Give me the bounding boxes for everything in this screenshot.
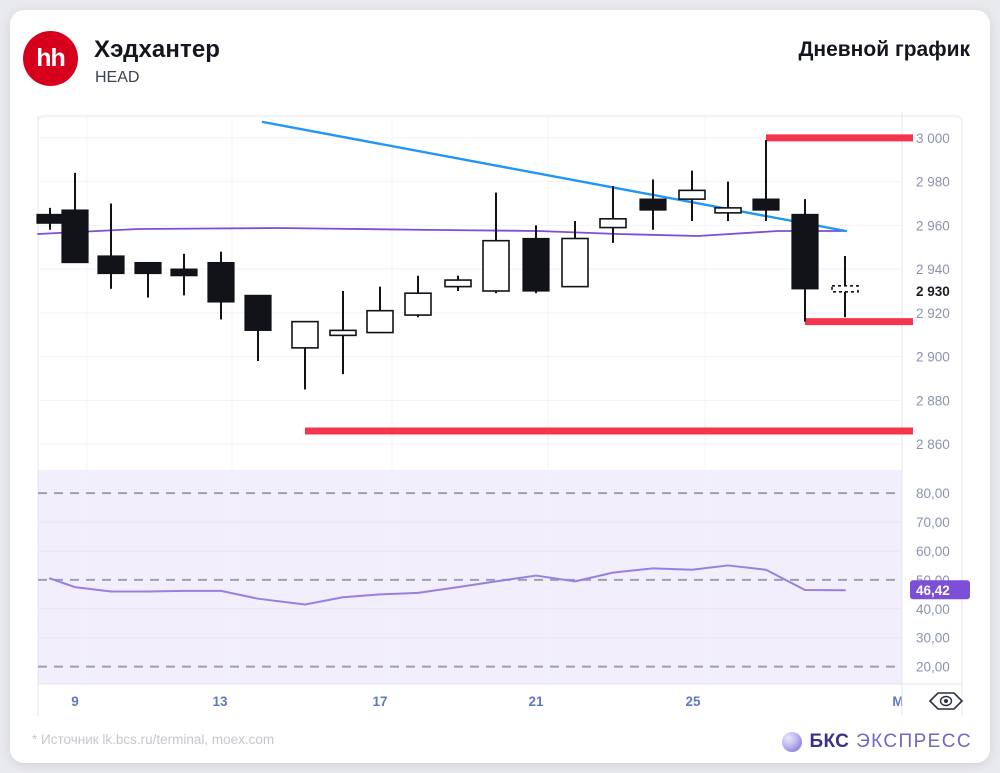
candlestick [444,275,472,291]
chart-card: hh Хэдхантер HEAD Дневной график 3 000 2 … [10,10,990,763]
candle-body [791,213,819,290]
rsi-value-badge [910,580,970,600]
current-price-label: 2 930 [916,284,950,299]
company-logo: hh [23,31,78,86]
candlestick [831,256,859,318]
company-logo-text: hh [36,44,66,72]
eye-icon[interactable] [928,692,964,710]
rsi-axis-tick: 60,00 [916,544,950,559]
axis-clip-mask [902,685,906,716]
bcs-sphere-icon [782,732,803,752]
candle-body [714,207,742,214]
eye-outline [928,692,964,710]
candle-body [678,189,706,200]
date-axis-tick: 17 [372,694,387,709]
candlestick [244,294,272,361]
candle-body-doji [831,285,859,293]
candlestick [639,179,667,230]
candle-body [97,255,125,275]
candlestick [752,140,780,221]
candlestick [329,291,357,375]
candle-body [522,237,550,292]
candlestick [207,251,235,320]
date-axis-tick: 25 [685,694,701,709]
candle-body [61,209,89,264]
candle-body [599,218,627,229]
price-axis-tick: 3 000 [916,131,950,146]
rsi-axis-tick: 80,00 [916,486,950,501]
price-chart-svg[interactable]: 3 000 2 980 2 960 2 940 2 920 2 900 2 880 2 860… [30,106,970,716]
bcs-express-logo: БКС ЭКСПРЕСС [782,728,972,756]
downtrend-line [261,120,848,233]
candlestick [791,199,819,322]
rsi-axis-tick: 70,00 [916,515,950,530]
candle-body [291,320,319,349]
price-axis-tick: 2 940 [916,262,950,277]
candle-body [207,261,235,303]
rsi-panel-bg [38,470,902,684]
candlestick [404,275,432,318]
candlestick [522,225,550,294]
candle-body [36,213,64,224]
chart-period-title: Дневной график [798,38,970,61]
bcs-brand-bold: БКС [809,731,850,752]
rsi-line [49,564,846,606]
price-panel-bg [38,112,902,470]
ticker-symbol: HEAD [95,69,140,86]
candlestick [714,181,742,221]
rsi-value-badge-text: 46,42 [916,583,950,598]
eye-iris [939,695,953,707]
rsi-axis-tick: 30,00 [916,631,950,646]
rsi-axis-tick: 40,00 [916,602,950,617]
candle-body [244,294,272,331]
chart-outer-border [37,115,963,716]
candlestick [561,221,589,288]
candle-body [639,198,667,211]
candlestick [170,253,198,296]
date-axis-tick: 9 [71,694,79,709]
card-header: hh Хэдхантер HEAD Дневной график [10,10,990,106]
candlestick [97,203,125,289]
eye-pupil [944,699,948,703]
price-axis-tick: 2 920 [916,306,950,321]
source-note: * Источник lk.bcs.ru/terminal, moex.com [32,732,275,747]
candle-body [561,237,589,288]
candlestick [599,186,627,243]
candle-body [404,292,432,316]
candle-body [444,279,472,288]
candlestick [366,286,394,334]
candlestick [482,192,510,294]
price-axis-tick: 2 980 [916,175,950,190]
price-axis-tick: 2 960 [916,218,950,233]
candlestick [134,261,162,298]
candlestick [678,170,706,221]
candle-body [752,198,780,211]
rsi-axis-tick: 20,00 [916,660,950,675]
candlestick [61,172,89,264]
price-axis-tick: 2 860 [916,437,950,452]
candle-body [170,268,198,277]
price-axis-tick: 2 900 [916,350,950,365]
date-axis-tick: 13 [212,694,228,709]
candle-body [366,309,394,334]
date-axis-tick: М [892,694,903,709]
price-axis-tick: 2 880 [916,393,950,408]
company-name: Хэдхантер [94,36,221,63]
candle-body [329,329,357,337]
date-axis-tick: 21 [528,694,544,709]
moving-average [37,227,847,237]
candlestick [291,320,319,390]
candle-body [134,261,162,275]
chart-area[interactable]: 3 000 2 980 2 960 2 940 2 920 2 900 2 880 2 860… [30,106,970,716]
candle-body [482,239,510,292]
bcs-brand-light: ЭКСПРЕСС [856,731,972,752]
